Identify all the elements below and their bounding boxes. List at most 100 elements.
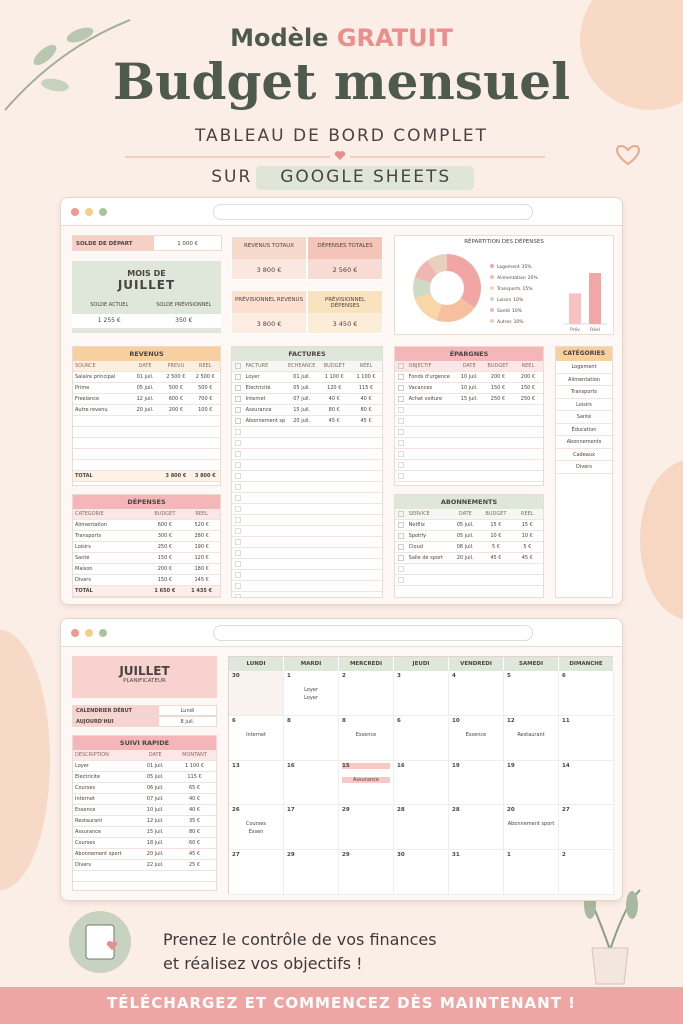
empty-row [395,471,543,482]
day-cell: 17 [284,805,339,851]
empty-row [395,575,543,586]
day-number: 14 [562,762,570,769]
cell: DATE [462,363,476,369]
month-labels: SOLDE ACTUEL SOLDE PRÉVISIONNEL [72,302,221,308]
bar [589,273,601,324]
cell: Netflix [408,522,425,528]
cell: 40 € [360,396,372,402]
platform: GOOGLE SHEETS [280,167,452,187]
summary-card: PRÉVISIONNEL DÉPENSES 3 450 € [307,290,383,335]
cell: 700 € [198,396,213,402]
cell: Salaire principal [75,374,116,380]
day-number: 8 [287,717,291,724]
table-panel: DÉPENSES CATÉGORIE BUDGET RÉEL Alimentation 6… [72,494,221,598]
legend-label: Santé 10% [497,307,523,314]
cell: 150 € [490,385,506,391]
checkbox [235,583,241,589]
table-row: Abonnement sport 20 juil. 45 € [73,849,216,860]
table-row: Alimentation 600 € 520 € [73,520,220,531]
table-row: Salle de sport 20 juil. 45 € 45 € [395,553,543,564]
platform-pre: SUR [211,167,253,187]
day-cell: 29 [284,850,339,895]
cell: 15 € [521,522,533,528]
cell: Maison [75,566,93,572]
day-header: LUNDI [229,657,284,671]
setting-row: CALENDRIER DÉBUT Lundi [72,705,217,716]
checkbox [235,506,241,512]
day-number: 2 [342,673,346,679]
cell: 05 juil. [293,385,311,391]
cell: 65 € [188,785,201,791]
cell: 05 juil. [146,774,164,780]
day-number: 29 [342,807,350,814]
cell: 10 juil. [146,807,164,813]
cell: Cloud [408,544,423,550]
category: Éducation [556,424,612,436]
start-balance: SOLDE DE DÉPART 1 000 € [72,235,222,251]
day-cell: 27 [229,850,284,895]
cell: 10 € [521,533,533,539]
cell: 10 juil. [460,374,478,380]
empty-row [232,482,382,493]
day-cell: 5 [504,671,559,716]
table-row: Électricité 05 juil. 115 € [73,772,216,783]
cell: 200 € [490,374,506,380]
summary-card: REVENUS TOTAUX 3 800 € [231,236,307,281]
day-number: 26 [232,807,240,814]
day-header: SAMEDI [504,657,559,671]
table-row: SOURCE DATE PRÉVU RÉEL [73,361,220,372]
setting-value: Lundi [180,708,195,714]
table-panel: FACTURES FACTURE ÉCHÉANCE BUDGET RÉEL Loyer 01… [231,346,383,598]
day-number: 17 [287,807,295,814]
cell: 01 juil. [136,374,154,380]
checkbox [235,407,241,413]
legend-swatch [490,275,494,279]
table-row: Essence 10 juil. 40 € [73,805,216,816]
slice [436,297,475,322]
cell: Restaurant [75,818,103,824]
day-number: 31 [452,852,460,859]
cell: 45 € [360,418,372,424]
day-cell: 27 [559,805,614,851]
day-number: 20 [507,807,515,814]
day-cell: 19 [449,760,504,806]
cell: 22 juil. [146,862,164,868]
table-row: Courses 18 juil. 60 € [73,838,216,849]
day-number: 5 [507,673,511,679]
empty-row [232,559,382,570]
empty-row [73,449,220,460]
legend-value: 35% [522,264,533,270]
cell: 35 € [188,818,201,824]
day-cell: 4 [449,671,504,716]
cell: FACTURE [245,363,269,369]
event: Internet [246,731,266,738]
cell: 180 € [194,566,209,572]
cell: Courses [75,785,96,791]
calendar: LUNDI MARDI MERCREDI JEUDI VENDREDI SAMEDI DIM… [228,656,614,895]
cell: 20 juil. [293,418,311,424]
cell: 120 € [194,555,209,561]
cell: 80 € [360,407,372,413]
event: Courses [245,821,267,828]
cell: BUDGET [323,363,345,369]
cell: 12 juil. [136,396,154,402]
cell: 05 juil. [136,385,154,391]
day-cell: 12 Restaurant [504,715,559,761]
legend-value: 10% [512,308,523,314]
table-title: FACTURES [232,347,382,361]
table-row: SERVICE DATE BUDGET RÉEL [395,509,543,520]
day-cell: 8 Essence [339,715,394,761]
empty-row [232,449,382,460]
categories-panel: CATÉGORIES Logement Alimentation Transports… [555,346,613,598]
day-cell: 19 [504,760,559,806]
day-cell: 26 Courses Essen [229,805,284,851]
value: 1 255 € [97,317,121,324]
table-title: ÉPARGNES [395,347,543,361]
cell: 600 € [168,396,184,402]
bar-label: Prév [570,326,580,333]
cta[interactable]: TÉLÉCHARGEZ ET COMMENCEZ DÈS MAINTENANT … [106,994,576,1012]
empty-row [232,493,382,504]
table-row: DESCRIPTION DATE MONTANT [73,750,216,761]
cell: 100 € [198,407,213,413]
cell: DATE [138,363,152,369]
